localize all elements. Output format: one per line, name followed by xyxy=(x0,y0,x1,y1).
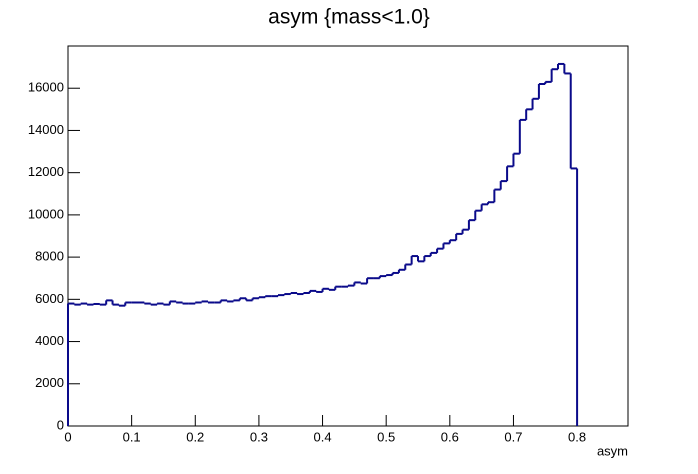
y-tick-label: 16000 xyxy=(28,80,64,95)
x-tick-label: 0.7 xyxy=(504,429,522,444)
x-tick-label: 0.6 xyxy=(441,429,459,444)
y-tick-label: 0 xyxy=(57,417,64,432)
x-tick-label: 0.5 xyxy=(377,429,395,444)
y-tick-label: 14000 xyxy=(28,122,64,137)
y-tick-label: 12000 xyxy=(28,164,64,179)
chart-title: asym {mass<1.0} xyxy=(268,6,430,29)
y-tick-label: 2000 xyxy=(35,375,64,390)
x-axis-label: asym xyxy=(597,443,628,458)
x-tick-label: 0.3 xyxy=(250,429,268,444)
y-tick-label: 6000 xyxy=(35,291,64,306)
plot-frame xyxy=(67,45,629,427)
x-tick-label: 0.8 xyxy=(568,429,586,444)
y-tick-label: 8000 xyxy=(35,249,64,264)
y-tick-label: 4000 xyxy=(35,333,64,348)
x-tick-label: 0 xyxy=(64,429,71,444)
x-tick-label: 0.1 xyxy=(123,429,141,444)
x-tick-label: 0.2 xyxy=(186,429,204,444)
y-tick-label: 10000 xyxy=(28,206,64,221)
x-tick-label: 0.4 xyxy=(314,429,332,444)
